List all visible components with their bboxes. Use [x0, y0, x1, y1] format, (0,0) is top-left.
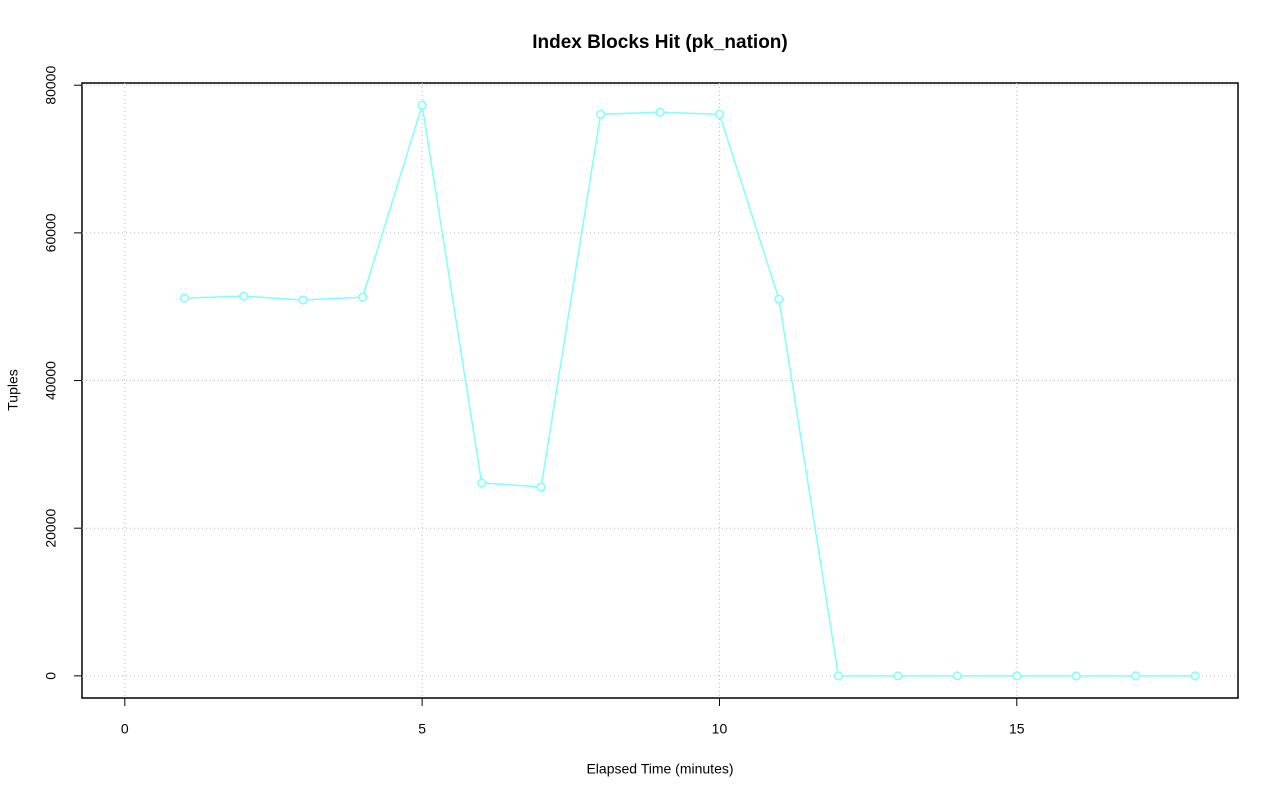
x-tick-label: 10 — [712, 721, 728, 737]
point — [1071, 671, 1081, 681]
line — [184, 105, 1196, 677]
point — [595, 109, 606, 119]
point — [358, 292, 368, 302]
point — [1131, 671, 1141, 681]
y-tick-label: 0 — [43, 672, 59, 680]
point — [774, 294, 784, 304]
chart-title: Index Blocks Hit (pk_nation) — [532, 32, 787, 53]
point — [239, 291, 249, 301]
y-tick-label: 20000 — [43, 509, 59, 548]
x-tick-label: 0 — [121, 721, 129, 737]
point — [417, 100, 427, 110]
point — [1012, 671, 1022, 681]
point — [833, 671, 843, 681]
x-axis-label: Elapsed Time (minutes) — [586, 761, 733, 777]
point — [655, 107, 665, 117]
y-tick-label: 60000 — [43, 213, 59, 252]
point — [536, 482, 546, 492]
x-tick-label: 15 — [1009, 721, 1025, 737]
point — [1190, 671, 1200, 681]
y-tick-label: 40000 — [43, 361, 59, 400]
point — [714, 109, 725, 119]
point — [952, 671, 962, 681]
point — [893, 671, 903, 681]
plot-frame — [81, 82, 1239, 699]
y-tick-label: 80000 — [43, 66, 59, 105]
y-axis-label: Tuples — [5, 369, 21, 411]
point — [477, 478, 487, 488]
point — [298, 295, 308, 305]
x-tick-label: 5 — [418, 721, 426, 737]
point — [179, 293, 189, 303]
